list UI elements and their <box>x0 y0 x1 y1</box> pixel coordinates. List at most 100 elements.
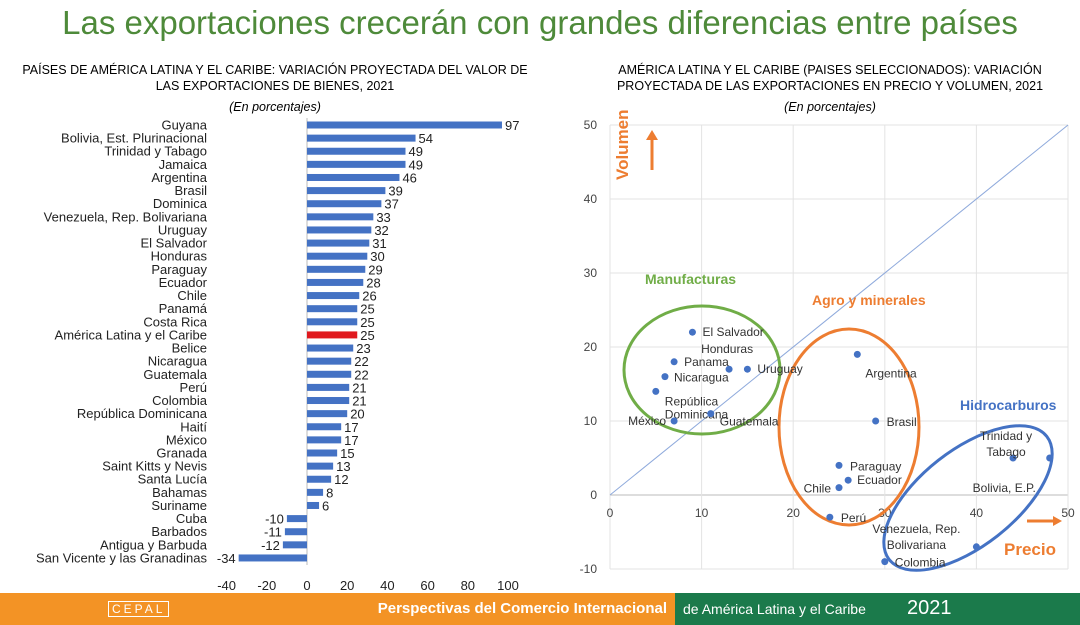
bar-category-label: Antigua y Barbuda <box>100 537 208 552</box>
bar-category-label: Barbados <box>151 524 207 539</box>
bar-category-label: Trinidad y Tabago <box>104 144 207 159</box>
scatter-point <box>652 387 660 395</box>
bar <box>307 344 354 352</box>
bar <box>284 528 307 536</box>
bar-category-label: Perú <box>180 380 207 395</box>
bar <box>307 278 364 286</box>
footer-left: CEPAL Perspectivas del Comercio Internac… <box>0 593 675 625</box>
bar-value-label: 20 <box>350 407 364 422</box>
bar-x-tick: -20 <box>257 578 276 593</box>
bar-category-label: El Salvador <box>141 236 208 251</box>
bar-x-tick: 20 <box>340 578 354 593</box>
bar <box>307 475 332 483</box>
scatter-point-label: Chile <box>804 482 832 496</box>
bar-value-label: 31 <box>372 236 386 251</box>
bar <box>307 252 368 260</box>
bar-category-label: Guyana <box>161 118 207 133</box>
footer-right: de América Latina y el Caribe 2021 <box>675 593 1080 625</box>
scatter-point-label: Ecuador <box>857 473 902 487</box>
bar-category-label: República Dominicana <box>77 406 208 421</box>
bar-category-label: Brasil <box>174 183 207 198</box>
footer: CEPAL Perspectivas del Comercio Internac… <box>0 593 1080 625</box>
bar-category-label: Saint Kitts y Nevis <box>102 459 207 474</box>
bar <box>307 200 382 208</box>
footer-title: Perspectivas del Comercio Internacional <box>377 600 667 617</box>
bar-category-label: Argentina <box>151 170 207 185</box>
scatter-point <box>835 461 843 469</box>
bar <box>307 501 320 509</box>
bar-category-label: Santa Lucía <box>138 472 208 487</box>
scatter-point <box>1009 454 1017 462</box>
scatter-point <box>844 476 852 484</box>
scatter-point <box>881 558 889 566</box>
bar-value-label: 46 <box>402 170 416 185</box>
charts-canvas: Guyana 97 Bolivia, Est. Plurinacional 54 Tri… <box>36 109 1075 593</box>
bar-category-label: Colombia <box>152 393 208 408</box>
bar-category-label: Chile <box>177 288 207 303</box>
scatter-point-label: Perú <box>841 511 866 525</box>
bar <box>307 370 352 378</box>
bar-value-label: 28 <box>366 275 380 290</box>
scatter-point <box>670 417 678 425</box>
bar <box>307 383 350 391</box>
bar-category-label: Cuba <box>176 511 208 526</box>
bar-value-label: 39 <box>388 184 402 199</box>
bar-value-label: 25 <box>360 315 374 330</box>
bar-category-label: Bolivia, Est. Plurinacional <box>61 131 207 146</box>
bar <box>307 423 342 431</box>
bar-category-label: Panamá <box>159 301 208 316</box>
bar-value-label: 21 <box>352 394 366 409</box>
bar <box>307 173 400 181</box>
bar-x-tick: 80 <box>461 578 475 593</box>
bar-value-label: 17 <box>344 433 358 448</box>
bar-x-tick: 40 <box>380 578 394 593</box>
bar <box>307 357 352 365</box>
bar-value-label: 25 <box>360 302 374 317</box>
scatter-point-label: Panama <box>684 355 729 369</box>
scatter-point-label: Nicaragua <box>674 371 729 385</box>
bar-value-label: -12 <box>261 538 280 553</box>
page-title: Las exportaciones crecerán con grandes d… <box>62 4 1018 41</box>
bar-value-label: 97 <box>505 118 519 133</box>
bar <box>307 147 406 155</box>
scatter-x-tick: 0 <box>607 506 614 520</box>
scatter-point <box>1046 454 1054 462</box>
bar <box>307 318 358 326</box>
bar-category-label: Uruguay <box>158 222 208 237</box>
bar-value-label: 29 <box>368 262 382 277</box>
bar-value-label: -34 <box>217 551 236 566</box>
group-label: Hidrocarburos <box>960 397 1057 413</box>
bar-category-label: Venezuela, Rep. Bolivariana <box>44 209 208 224</box>
scatter-y-tick: 30 <box>584 266 598 280</box>
scatter-y-tick: 0 <box>590 488 597 502</box>
scatter-y-tick: -10 <box>580 562 598 576</box>
scatter-point-label: Guatemala <box>720 415 779 429</box>
bar-value-label: 15 <box>340 446 354 461</box>
cepal-logo: CEPAL <box>108 601 170 617</box>
bar-category-label: Dominica <box>153 196 208 211</box>
scatter-point-label: Uruguay <box>757 362 802 376</box>
bar <box>307 160 406 168</box>
scatter-chart-subtitle: (En porcentajes) <box>784 100 876 114</box>
bar-category-label: América Latina y el Caribe <box>55 327 207 342</box>
bar <box>286 515 307 523</box>
bar <box>307 305 358 313</box>
bar-value-label: 37 <box>384 197 398 212</box>
bar <box>307 436 342 444</box>
bar-category-label: Granada <box>156 446 207 461</box>
bar-category-label: Jamaica <box>159 157 208 172</box>
scatter-point <box>972 543 980 551</box>
precio-arrowhead <box>1053 516 1062 526</box>
bar-category-label: Costa Rica <box>143 314 207 329</box>
bar-value-label: 13 <box>336 459 350 474</box>
scatter-y-tick: 40 <box>584 192 598 206</box>
scatter-point <box>688 328 696 336</box>
scatter-x-tick: 50 <box>1061 506 1075 520</box>
scatter-point-label: Colombia <box>895 556 946 570</box>
bar-value-label: 6 <box>322 498 329 513</box>
scatter-point-label: México <box>628 414 666 428</box>
footer-year: 2021 <box>907 597 952 619</box>
bar <box>307 187 386 195</box>
scatter-y-tick: 10 <box>584 414 598 428</box>
bar-category-label: Nicaragua <box>148 354 208 369</box>
